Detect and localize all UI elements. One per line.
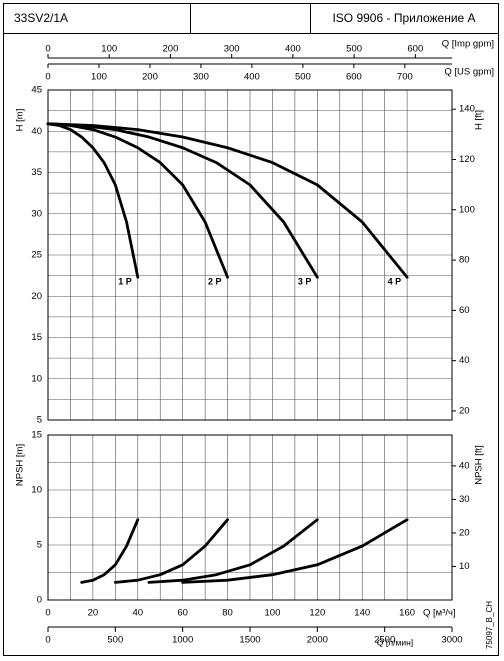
curve-label: 3 P <box>298 277 312 287</box>
curve <box>80 518 140 584</box>
curve <box>46 122 140 279</box>
y2-tick-label: 30 <box>459 494 470 505</box>
curve-label: 1 P <box>118 277 132 287</box>
curve <box>147 518 319 584</box>
top-tick-label: 600 <box>346 72 362 83</box>
y-tick-label: 15 <box>31 332 42 343</box>
curve <box>46 122 229 279</box>
x-tick-label: 80 <box>222 608 233 619</box>
top-tick-label: 500 <box>346 44 362 55</box>
y2-tick-label: 40 <box>459 460 470 471</box>
curve <box>113 518 229 584</box>
y2-tick-label: 140 <box>459 104 475 115</box>
x-tick-label: 140 <box>354 608 370 619</box>
y-axis-label: NPSH [m] <box>15 444 26 486</box>
top-axis-label: Q [US gpm] <box>444 67 494 78</box>
y-tick-label: 40 <box>31 126 42 137</box>
y-tick-label: 5 <box>37 415 42 426</box>
x-axis-label: Q [м³/ч] <box>423 608 456 619</box>
y-tick-label: 10 <box>31 485 42 496</box>
y-tick-label: 0 <box>37 595 42 606</box>
y2-tick-label: 20 <box>459 405 470 416</box>
top-tick-label: 600 <box>407 44 423 55</box>
curve <box>181 518 409 584</box>
bottom-tick-label: 2000 <box>307 635 328 646</box>
x-tick-label: 20 <box>88 608 99 619</box>
plot-frame <box>47 434 453 601</box>
top-tick-label: 300 <box>224 44 240 55</box>
y-tick-label: 10 <box>31 373 42 384</box>
top-tick-label: 500 <box>295 72 311 83</box>
bottom-tick-label: 0 <box>45 635 50 646</box>
bottom-tick-label: 500 <box>107 635 123 646</box>
bottom-tick-label: 3000 <box>441 635 462 646</box>
drawing-code: 75097_B_CH <box>485 601 494 649</box>
outer-frame <box>3 3 499 656</box>
top-tick-label: 0 <box>45 44 50 55</box>
bottom-tick-label: 1500 <box>239 635 260 646</box>
y-tick-label: 20 <box>31 291 42 302</box>
y-tick-label: 5 <box>37 540 42 551</box>
y-axis-label: H [m] <box>15 109 26 132</box>
top-tick-label: 700 <box>397 72 413 83</box>
curve-label: 4 P <box>388 277 402 287</box>
top-tick-label: 0 <box>45 72 50 83</box>
y-tick-label: 15 <box>31 430 42 441</box>
y-tick-label: 25 <box>31 250 42 261</box>
top-tick-label: 400 <box>285 44 301 55</box>
y2-tick-label: 120 <box>459 154 475 165</box>
y2-tick-label: 80 <box>459 255 470 266</box>
top-tick-label: 400 <box>244 72 260 83</box>
plot-frame <box>47 89 453 421</box>
standard: ISO 9906 - Приложение A <box>332 11 475 25</box>
x-tick-label: 160 <box>399 608 415 619</box>
bottom-axis-label: Q [л/мин] <box>377 637 413 647</box>
model-name: 33SV2/1A <box>14 11 68 25</box>
bottom-tick-label: 2500 <box>374 635 395 646</box>
curve <box>46 122 409 279</box>
curve-label: 2 P <box>208 277 222 287</box>
x-tick-label: 100 <box>265 608 281 619</box>
top-tick-label: 100 <box>91 72 107 83</box>
top-tick-label: 300 <box>193 72 209 83</box>
top-axis-label: Q [Imp gpm] <box>442 39 494 50</box>
y2-tick-label: 100 <box>459 204 475 215</box>
y-tick-label: 30 <box>31 208 42 219</box>
y-tick-label: 45 <box>31 85 42 96</box>
bottom-tick-label: 1000 <box>172 635 193 646</box>
y2-tick-label: 20 <box>459 527 470 538</box>
top-tick-label: 200 <box>142 72 158 83</box>
x-tick-label: 120 <box>309 608 325 619</box>
x-tick-label: 40 <box>132 608 143 619</box>
x-tick-label: 60 <box>177 608 188 619</box>
y2-tick-label: 60 <box>459 305 470 316</box>
x-tick-label: 0 <box>45 608 50 619</box>
y2-axis-label: NPSH [ft] <box>474 445 485 485</box>
top-tick-label: 200 <box>163 44 179 55</box>
top-tick-label: 100 <box>101 44 117 55</box>
y2-tick-label: 40 <box>459 355 470 366</box>
y-tick-label: 35 <box>31 167 42 178</box>
y2-axis-label: H [ft] <box>474 110 485 130</box>
y2-tick-label: 10 <box>459 561 470 572</box>
